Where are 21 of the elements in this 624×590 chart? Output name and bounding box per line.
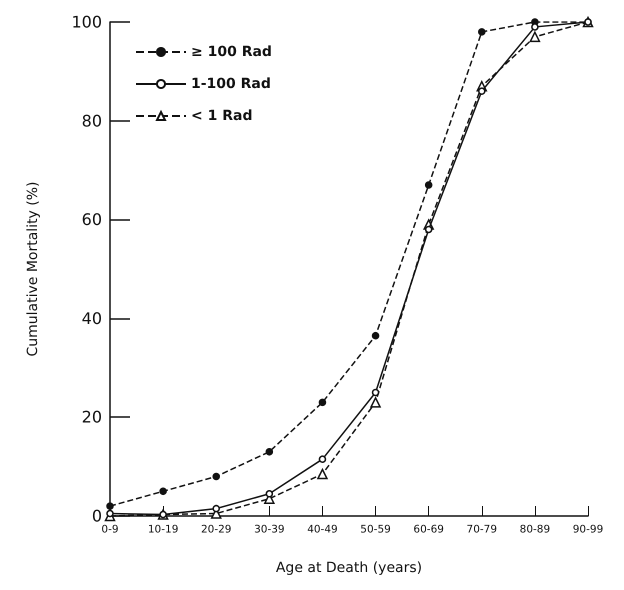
y-tick-label: 0: [92, 506, 102, 526]
x-tick-label: 30-39: [254, 524, 285, 536]
x-tick-label: 20-29: [200, 524, 232, 536]
legend-label: 1-100 Rad: [191, 76, 271, 92]
x-tick-label: 60-69: [413, 524, 444, 536]
y-tick-label: 20: [82, 408, 102, 427]
x-tick-label: 0-9: [101, 524, 119, 536]
x-tick-label: 70-79: [466, 524, 498, 536]
y-tick-label: 100: [71, 12, 102, 32]
x-tick-label: 50-59: [360, 524, 391, 536]
x-tick-label: 10-19: [148, 524, 178, 536]
legend-label: < 1 Rad: [191, 108, 252, 124]
y-tick-label: 60: [82, 210, 102, 230]
legend-label: ≥ 100 Rad: [191, 44, 272, 60]
y-axis-title: Cumulative Mortality (%): [25, 181, 41, 357]
y-tick-label: 40: [82, 308, 102, 328]
x-tick-label: 40-49: [307, 524, 338, 536]
y-tick-label: 80: [82, 111, 102, 130]
x-tick-label: 80-89: [520, 524, 550, 536]
x-tick-label: 90-99: [572, 524, 604, 536]
x-axis-title: Age at Death (years): [276, 560, 422, 576]
